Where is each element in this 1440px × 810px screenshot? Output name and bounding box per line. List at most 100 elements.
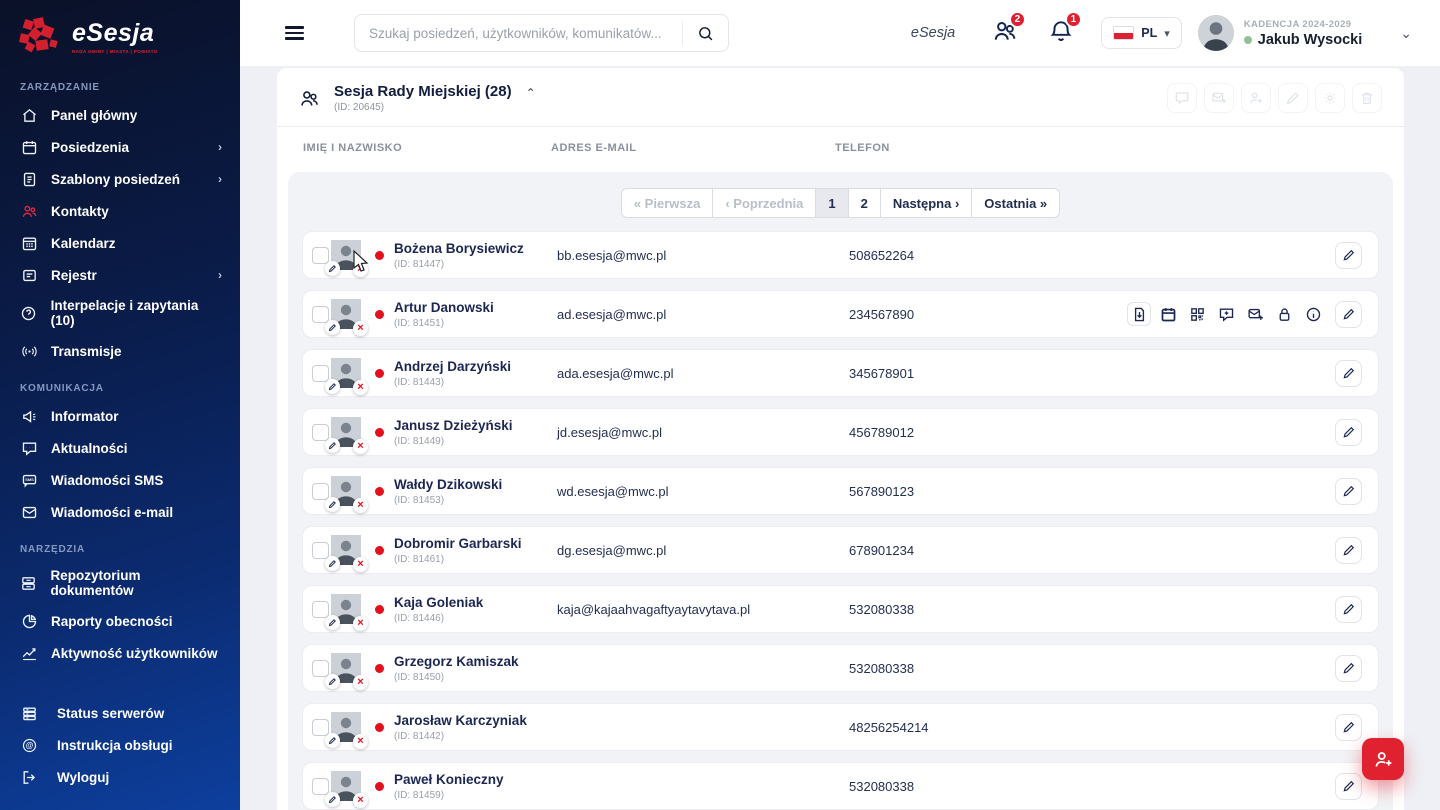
row-checkbox[interactable] <box>312 423 329 441</box>
row-checkbox[interactable] <box>312 600 329 618</box>
language-selector[interactable]: PL ▾ <box>1101 17 1182 49</box>
avatar-remove-icon[interactable]: × <box>353 793 368 808</box>
edit-contact-button[interactable] <box>1335 300 1362 328</box>
comment-icon <box>20 439 38 457</box>
row-checkbox[interactable] <box>312 541 329 559</box>
contact-name: Grzegorz Kamiszak <box>394 653 519 669</box>
sidebar-item-kontakty[interactable]: Kontakty <box>0 195 240 227</box>
avatar-edit-icon[interactable] <box>325 261 340 276</box>
sidebar-item-label: Transmisje <box>51 343 122 359</box>
edit-contact-button[interactable] <box>1335 654 1362 682</box>
sidebar-item-instrukcja-obs-ugi[interactable]: @ Instrukcja obsługi <box>0 729 240 761</box>
sidebar-item-repozytorium-dokument-w[interactable]: Repozytorium dokumentów <box>0 561 240 605</box>
contact-phone: 48256254214 <box>849 719 929 735</box>
avatar-edit-icon[interactable] <box>325 733 340 748</box>
row-checkbox[interactable] <box>312 718 329 736</box>
search-input[interactable] <box>355 25 682 41</box>
row-checkbox[interactable] <box>312 659 329 677</box>
avatar-remove-icon[interactable]: × <box>353 380 368 395</box>
sidebar-item-label: Informator <box>51 408 119 424</box>
sidebar-item-transmisje[interactable]: Transmisje <box>0 335 240 367</box>
edit-contact-button[interactable] <box>1335 595 1362 623</box>
edit-contact-button[interactable] <box>1335 418 1362 446</box>
row-checkbox[interactable] <box>312 364 329 382</box>
sidebar-item-panel-g-wny[interactable]: Panel główny <box>0 99 240 131</box>
pagination-1[interactable]: 1 <box>815 188 849 218</box>
global-search <box>354 14 729 52</box>
collapse-group-button[interactable]: ⌃ <box>525 86 536 100</box>
pagination-nast-pna[interactable]: Następna › <box>879 188 973 218</box>
user-menu-chevron-icon[interactable]: ⌄ <box>1400 24 1412 41</box>
sidebar-item-raporty-obecno-ci[interactable]: Raporty obecności <box>0 605 240 637</box>
pagination-2[interactable]: 2 <box>847 188 881 218</box>
notifications-button[interactable]: 1 <box>1048 10 1083 49</box>
avatar-edit-icon[interactable] <box>325 438 340 453</box>
calendar-bold-icon[interactable] <box>1156 302 1180 326</box>
info-icon[interactable] <box>1301 302 1325 326</box>
contact-name: Artur Danowski <box>394 299 494 315</box>
svg-text:SMS: SMS <box>25 477 34 482</box>
edit-contact-button[interactable] <box>1335 241 1362 269</box>
avatar-remove-icon[interactable]: × <box>353 498 368 513</box>
users-notifications-button[interactable]: 2 <box>992 10 1027 49</box>
sidebar-item-status-serwer-w[interactable]: Status serwerów <box>0 697 240 729</box>
edit-contact-button[interactable] <box>1335 359 1362 387</box>
sidebar-item-interpelacje-i-zapytania-10[interactable]: Interpelacje i zapytania (10) <box>0 291 240 335</box>
status-dot <box>375 604 384 614</box>
avatar-remove-icon[interactable]: × <box>353 675 368 690</box>
edit-contact-button[interactable] <box>1335 477 1362 505</box>
sidebar-item-informator[interactable]: Informator <box>0 400 240 432</box>
sidebar-item-rejestr[interactable]: Rejestr › <box>0 259 240 291</box>
edit-contact-button[interactable] <box>1335 713 1362 741</box>
row-checkbox[interactable] <box>312 246 329 264</box>
pencil-icon <box>1343 367 1354 379</box>
avatar-remove-icon[interactable]: × <box>353 262 368 277</box>
sidebar-item-aktualno-ci[interactable]: Aktualności <box>0 432 240 464</box>
search-button[interactable] <box>683 15 728 51</box>
comment-add-icon[interactable] <box>1214 302 1238 326</box>
row-checkbox[interactable] <box>312 777 329 795</box>
contact-id: (ID: 81459) <box>394 789 445 801</box>
column-header-email: ADRES E-MAIL <box>551 142 637 154</box>
sidebar-section-label: ZARZĄDZANIE <box>20 82 100 93</box>
sidebar-item-wiadomo-ci-sms[interactable]: SMS Wiadomości SMS <box>0 464 240 496</box>
mail-add-icon[interactable] <box>1243 302 1267 326</box>
avatar-edit-icon[interactable] <box>325 792 340 807</box>
lock-icon[interactable] <box>1272 302 1296 326</box>
menu-toggle-button[interactable] <box>285 26 304 40</box>
avatar-edit-icon[interactable] <box>325 556 340 571</box>
edit-contact-button[interactable] <box>1335 772 1362 800</box>
avatar-edit-icon[interactable] <box>325 674 340 689</box>
sidebar-item-aktywno-u-ytkownik-w[interactable]: Aktywność użytkowników <box>0 637 240 669</box>
avatar-remove-icon[interactable]: × <box>353 321 368 336</box>
avatar-remove-icon[interactable]: × <box>353 616 368 631</box>
sidebar-item-wyloguj[interactable]: Wyloguj <box>0 761 240 793</box>
user-menu[interactable]: KADENCJA 2024-2029 Jakub Wysocki ⌄ <box>1197 15 1412 51</box>
sidebar-item-wiadomo-ci-e-mail[interactable]: Wiadomości e-mail <box>0 496 240 528</box>
avatar-edit-icon[interactable] <box>325 497 340 512</box>
row-checkbox[interactable] <box>312 482 329 500</box>
edit-contact-button[interactable] <box>1335 536 1362 564</box>
app-logo[interactable]: eSesja RADA GMINY | MIASTA | POWIATU <box>0 0 240 66</box>
contact-row: × Janusz Dzieżyński (ID: 81449) jd.esesj… <box>302 408 1379 456</box>
sidebar-item-kalendarz[interactable]: Kalendarz <box>0 227 240 259</box>
add-contact-fab-button[interactable] <box>1362 738 1404 780</box>
home-icon <box>20 106 38 124</box>
pencil-toolbar-button <box>1278 83 1308 113</box>
sidebar-item-szablony-posiedze[interactable]: Szablony posiedzeń › <box>0 163 240 195</box>
pagination-ostatnia[interactable]: Ostatnia » <box>971 188 1061 218</box>
qr-code-icon[interactable] <box>1185 302 1209 326</box>
avatar-edit-icon[interactable] <box>325 615 340 630</box>
avatar-edit-icon[interactable] <box>325 320 340 335</box>
avatar-remove-icon[interactable]: × <box>353 557 368 572</box>
avatar-edit-icon[interactable] <box>325 379 340 394</box>
avatar-remove-icon[interactable]: × <box>353 439 368 454</box>
file-download-icon[interactable] <box>1127 302 1151 326</box>
avatar-remove-icon[interactable]: × <box>353 734 368 749</box>
contact-avatar[interactable] <box>331 535 361 565</box>
status-dot <box>375 545 384 555</box>
row-checkbox[interactable] <box>312 305 329 323</box>
sidebar-item-label: Rejestr <box>51 267 97 283</box>
sidebar-item-posiedzenia[interactable]: Posiedzenia › <box>0 131 240 163</box>
users-icon <box>20 202 38 220</box>
